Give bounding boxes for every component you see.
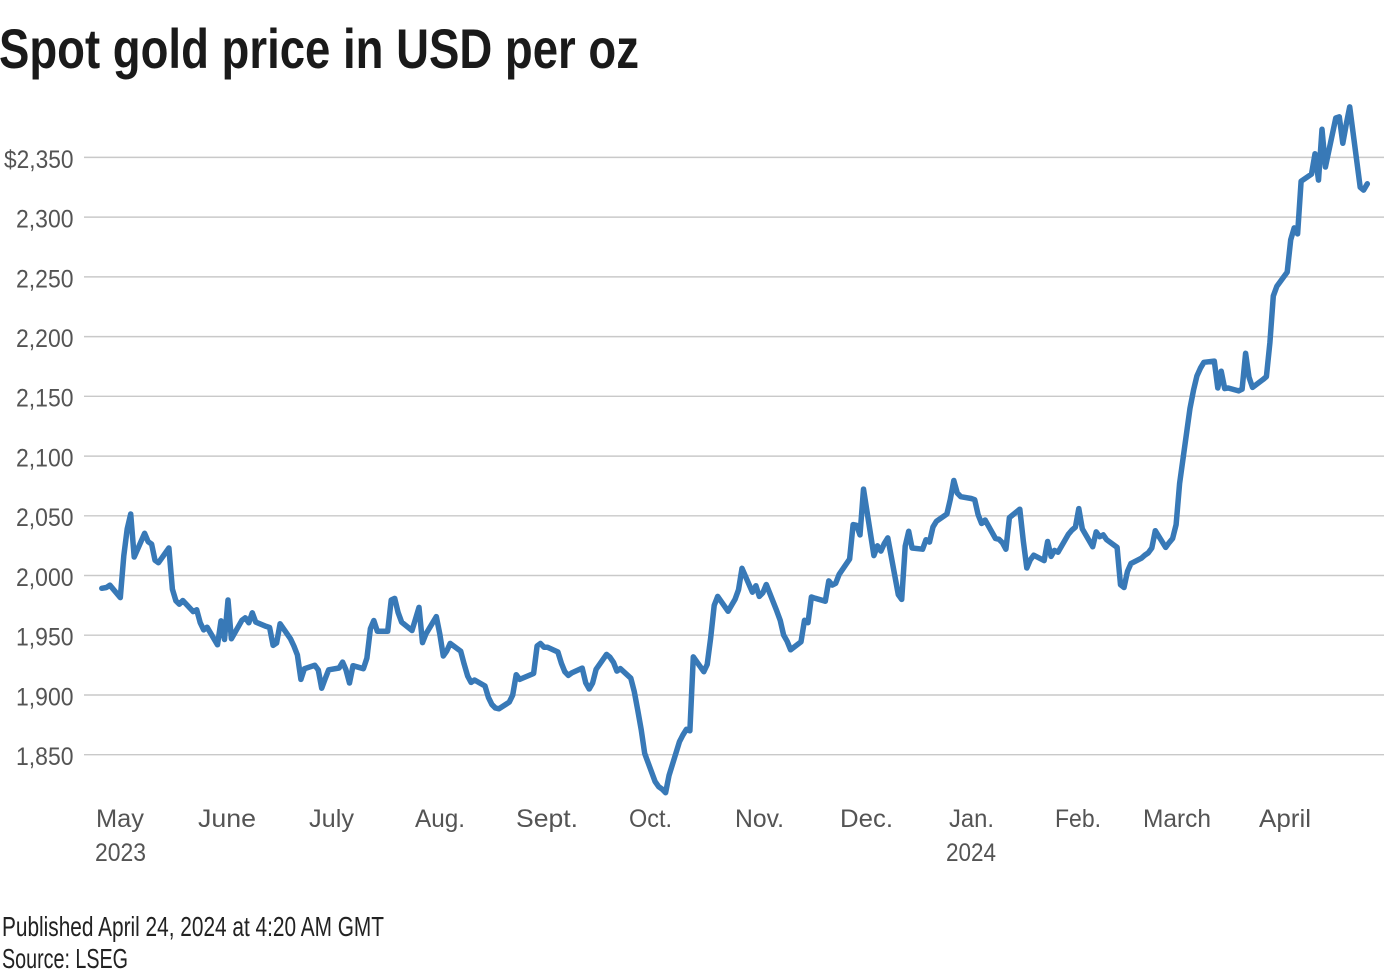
- svg-text:Spot gold price in USD per oz: Spot gold price in USD per oz: [0, 17, 639, 80]
- svg-text:2023: 2023: [95, 839, 146, 867]
- svg-text:2,250: 2,250: [16, 265, 74, 293]
- svg-text:2,300: 2,300: [16, 206, 74, 234]
- svg-text:Dec.: Dec.: [840, 805, 893, 833]
- svg-text:Aug.: Aug.: [415, 805, 465, 833]
- svg-text:2,000: 2,000: [16, 564, 74, 592]
- svg-text:1,850: 1,850: [16, 743, 74, 771]
- svg-text:2,050: 2,050: [16, 504, 74, 532]
- svg-text:Nov.: Nov.: [735, 805, 784, 833]
- svg-text:Source: LSEG: Source: LSEG: [2, 943, 128, 974]
- svg-text:June: June: [198, 805, 256, 833]
- svg-text:Jan.: Jan.: [949, 805, 994, 833]
- svg-text:1,900: 1,900: [16, 683, 74, 711]
- svg-text:1,950: 1,950: [16, 624, 74, 652]
- svg-text:2,200: 2,200: [16, 325, 74, 353]
- svg-text:Feb.: Feb.: [1055, 805, 1101, 833]
- svg-text:2,150: 2,150: [16, 385, 74, 413]
- svg-text:March: March: [1143, 805, 1211, 833]
- svg-text:April: April: [1259, 805, 1311, 833]
- svg-text:2024: 2024: [946, 839, 996, 867]
- svg-text:July: July: [309, 805, 354, 833]
- svg-text:Oct.: Oct.: [629, 805, 672, 833]
- svg-text:$2,350: $2,350: [4, 146, 74, 174]
- svg-text:May: May: [96, 805, 145, 833]
- svg-text:Sept.: Sept.: [516, 805, 578, 833]
- svg-text:2,100: 2,100: [16, 445, 74, 473]
- svg-text:Published April 24, 2024 at 4:: Published April 24, 2024 at 4:20 AM GMT: [2, 911, 384, 942]
